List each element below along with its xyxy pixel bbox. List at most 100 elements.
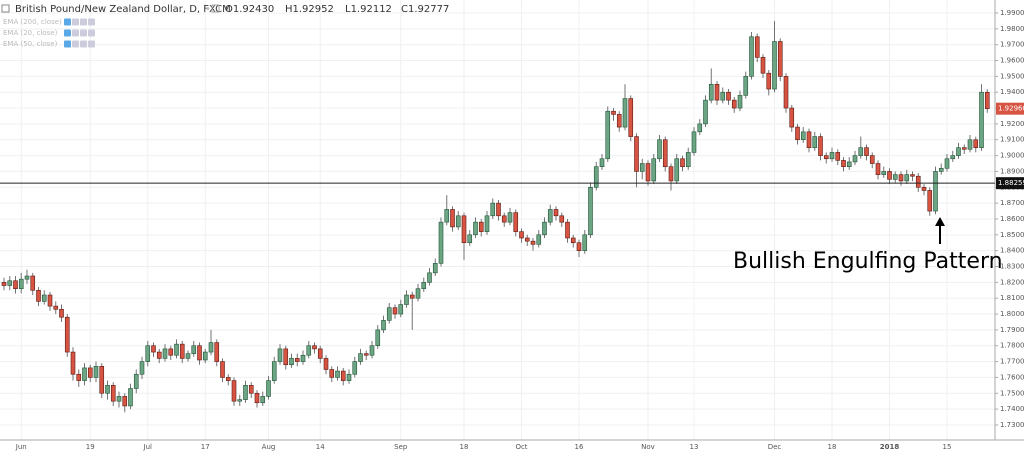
candle-body: [202, 351, 208, 361]
y-tick-label: 1.90000: [1000, 152, 1024, 160]
candle-body: [754, 36, 760, 58]
symbol-title: British Pound/New Zealand Dollar, D, FXC…: [15, 4, 231, 15]
y-tick-label: 1.82000: [1000, 278, 1024, 286]
collapse-icon[interactable]: [1, 4, 10, 13]
y-tick-label: 1.80000: [1000, 310, 1024, 318]
candle-body: [766, 72, 772, 90]
indicator-icon[interactable]: [72, 18, 79, 26]
candle-body: [404, 294, 409, 305]
candle-body: [749, 36, 754, 77]
y-tick-label: 1.92000: [1000, 120, 1024, 128]
candle-body: [289, 358, 294, 366]
candle-body: [30, 275, 36, 291]
candle-body: [47, 294, 53, 307]
x-tick-label: 14: [316, 443, 325, 451]
candle-body: [266, 380, 271, 397]
candle-body: [191, 345, 197, 354]
indicator-icon[interactable]: [64, 18, 71, 26]
indicator-icon[interactable]: [88, 18, 95, 26]
candle-body: [708, 83, 714, 101]
y-tick-label: 1.98000: [1000, 25, 1024, 33]
candle-body: [110, 385, 116, 402]
indicator-icon[interactable]: [80, 18, 87, 26]
settings-icon[interactable]: [211, 4, 220, 13]
candles: [1, 20, 990, 413]
x-tick-label: 16: [575, 443, 584, 451]
y-tick-label: 1.84000: [1000, 247, 1024, 255]
candle-body: [777, 41, 783, 77]
candle-body: [731, 99, 737, 109]
candle-body: [697, 123, 703, 133]
y-tick-label: 1.96000: [1000, 57, 1024, 65]
candle-body: [24, 275, 30, 280]
candle-body: [151, 345, 156, 353]
candle-body: [381, 320, 386, 331]
indicator-icon[interactable]: [88, 29, 95, 37]
candle-body: [812, 136, 818, 148]
candle-body: [593, 166, 599, 188]
legend-header: British Pound/New Zealand Dollar, D, FXC…: [1, 4, 449, 15]
candle-body: [841, 160, 846, 167]
candle-body: [467, 234, 473, 244]
indicator-icon[interactable]: [80, 29, 87, 37]
candle-body: [243, 385, 248, 400]
candle-body: [961, 147, 967, 150]
candle-body: [220, 361, 225, 378]
candle-body: [714, 83, 720, 101]
candle-body: [340, 370, 346, 381]
candle-body: [53, 305, 59, 310]
indicator-icon[interactable]: [64, 29, 71, 37]
candle-body: [795, 126, 800, 141]
y-tick-label: 1.81000: [1000, 294, 1024, 302]
candle-body: [13, 280, 18, 289]
candle-body: [208, 342, 214, 353]
candle-body: [910, 174, 915, 177]
candle-body: [582, 234, 588, 251]
candle-body: [616, 114, 622, 128]
candle-body: [720, 91, 726, 101]
indicator-label: EMA (50, close): [3, 40, 58, 48]
indicator-label: EMA (20, close): [3, 29, 58, 37]
header-open: O1.92430: [225, 4, 274, 15]
candle-body: [507, 212, 513, 223]
y-tick-label: 1.77000: [1000, 358, 1024, 366]
candle-body: [254, 392, 260, 404]
candle-body: [156, 351, 162, 359]
indicator-icon[interactable]: [80, 40, 87, 48]
candle-body: [680, 158, 685, 167]
candle-body: [726, 91, 731, 101]
candle-body: [559, 215, 565, 223]
candle-body: [818, 136, 823, 156]
candle-body: [432, 263, 438, 274]
candle-body: [674, 158, 680, 182]
indicator-icon[interactable]: [88, 40, 95, 48]
indicator-icon[interactable]: [64, 40, 71, 48]
candle-body: [869, 155, 875, 164]
annotation-group: Bullish Engulfing Pattern: [733, 217, 1003, 274]
candle-body: [887, 171, 892, 180]
dot: •: [205, 4, 211, 15]
candle-body: [668, 166, 674, 182]
candle-body: [76, 373, 82, 381]
indicator-icon[interactable]: [72, 40, 79, 48]
candle-body: [116, 396, 122, 402]
candle-body: [179, 343, 185, 359]
grid: [0, 0, 995, 440]
y-tick-label: 1.85000: [1000, 231, 1024, 239]
candle-body: [363, 353, 369, 356]
candle-body: [398, 304, 404, 315]
candle-body: [225, 377, 231, 381]
candle-body: [346, 373, 352, 381]
header-close: C1.92777: [401, 4, 449, 15]
candle-body: [352, 361, 358, 375]
candle-body: [36, 289, 41, 302]
candle-body: [875, 163, 881, 175]
candle-body: [283, 348, 289, 366]
indicator-icon[interactable]: [72, 29, 79, 37]
y-tick-label: 1.76000: [1000, 373, 1024, 381]
candle-body: [415, 288, 421, 299]
candle-body: [18, 278, 24, 289]
candle-body: [547, 209, 553, 223]
candle-body: [570, 237, 576, 244]
y-tick-label: 1.78000: [1000, 342, 1024, 350]
